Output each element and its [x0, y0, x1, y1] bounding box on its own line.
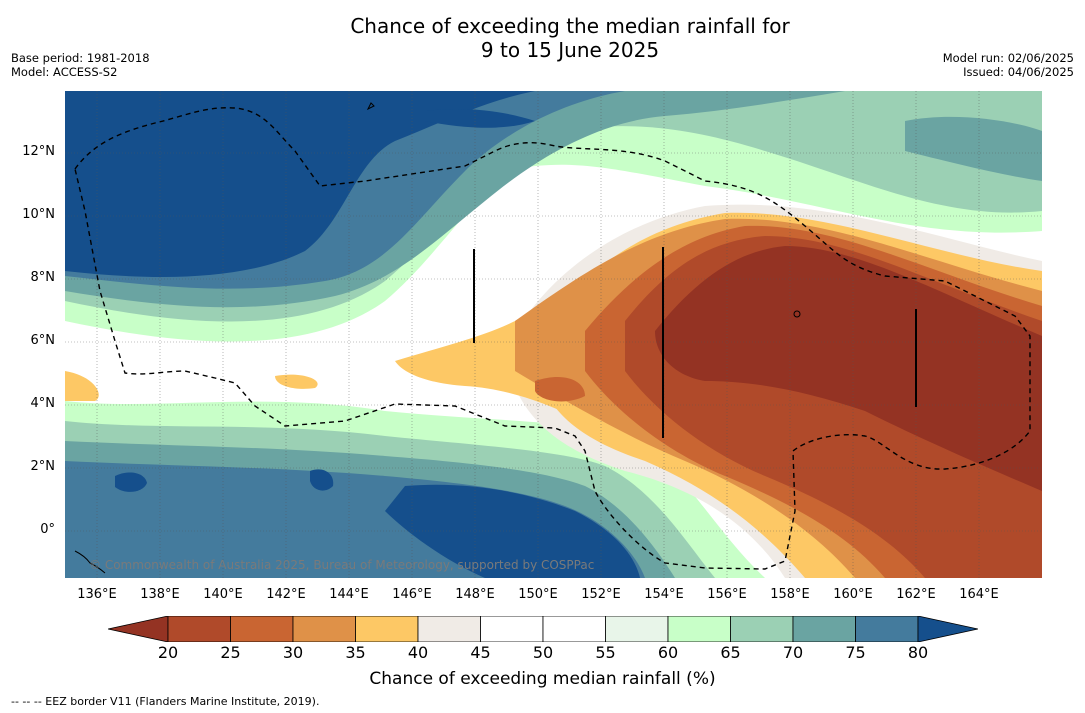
x-tick-label: 144°E: [329, 587, 369, 602]
model-run-text: Model run: 02/06/2025: [942, 51, 1074, 65]
colorbar-segment: [480, 615, 544, 643]
y-tick-label: 4°N: [30, 396, 56, 411]
x-tick-label: 140°E: [203, 587, 243, 602]
colorbar-tick-label: 40: [407, 643, 429, 662]
x-tick-label: 146°E: [392, 587, 432, 602]
colorbar-tick-label: 65: [720, 643, 741, 662]
x-tick-label: 152°E: [581, 587, 621, 602]
title-line-1: Chance of exceeding the median rainfall …: [350, 14, 790, 38]
x-tick-label: 148°E: [455, 587, 495, 602]
colorbar-tick-label: 35: [345, 643, 366, 662]
x-tick-label: 162°E: [896, 587, 936, 602]
colorbar-segment: [855, 615, 919, 643]
x-tick-label: 160°E: [833, 587, 873, 602]
colorbar-tick-label: 30: [282, 643, 304, 662]
colorbar-segment: [667, 615, 731, 643]
colorbar: [107, 615, 979, 643]
colorbar-tick-label: 45: [470, 643, 491, 662]
colorbar-tick-label: 55: [595, 643, 616, 662]
colorbar-tick-label: 75: [845, 643, 866, 662]
colorbar-segment: [605, 615, 669, 643]
colorbar-extend-low: [107, 615, 169, 643]
x-tick-label: 154°E: [644, 587, 684, 602]
colorbar-extend-high: [917, 615, 979, 643]
x-tick-label: 136°E: [77, 587, 117, 602]
colorbar-segment: [292, 615, 356, 643]
colorbar-segment: [792, 615, 856, 643]
y-tick-label: 10°N: [22, 207, 55, 222]
title-line-2: 9 to 15 June 2025: [480, 38, 660, 62]
y-tick-label: 6°N: [30, 333, 56, 348]
x-tick-label: 164°E: [959, 587, 999, 602]
colorbar-tick-label: 80: [907, 643, 929, 662]
colorbar-segment: [230, 615, 294, 643]
colorbar-tick-label: 50: [532, 643, 554, 662]
model-text: Model: ACCESS-S2: [11, 65, 118, 79]
colorbar-svg: [107, 615, 979, 643]
colorbar-segment: [167, 615, 231, 643]
rainfall-map: [65, 91, 1042, 578]
meta-right: Model run: 02/06/2025 Issued: 04/06/2025: [943, 51, 1074, 79]
colorbar-segment: [355, 615, 419, 643]
colorbar-segment: [730, 615, 794, 643]
y-tick-label: 2°N: [30, 459, 56, 474]
y-tick-label: 8°N: [30, 270, 56, 285]
y-tick-label: 12°N: [22, 144, 55, 159]
colorbar-tick-label: 20: [157, 643, 179, 662]
colorbar-tick-label: 70: [782, 643, 804, 662]
x-tick-label: 138°E: [140, 587, 180, 602]
x-tick-label: 156°E: [707, 587, 747, 602]
issued-text: Issued: 04/06/2025: [963, 65, 1074, 79]
colorbar-title: Chance of exceeding median rainfall (%): [369, 669, 716, 689]
footer-note: -- -- -- EEZ border V11 (Flanders Marine…: [11, 695, 320, 708]
copyright-text: © Commonwealth of Australia 2025, Bureau…: [89, 558, 595, 572]
map-svg: [65, 91, 1042, 578]
meta-left: Base period: 1981-2018 Model: ACCESS-S2: [11, 51, 150, 79]
base-period-text: Base period: 1981-2018: [11, 51, 150, 65]
x-tick-label: 150°E: [518, 587, 558, 602]
map-title: Chance of exceeding the median rainfall …: [0, 14, 1085, 62]
x-tick-label: 142°E: [266, 587, 306, 602]
colorbar-tick-label: 60: [657, 643, 679, 662]
colorbar-tick-label: 25: [220, 643, 241, 662]
x-tick-label: 158°E: [770, 587, 810, 602]
y-tick-label: 0°: [40, 522, 55, 537]
colorbar-segment: [417, 615, 481, 643]
colorbar-segment: [542, 615, 606, 643]
